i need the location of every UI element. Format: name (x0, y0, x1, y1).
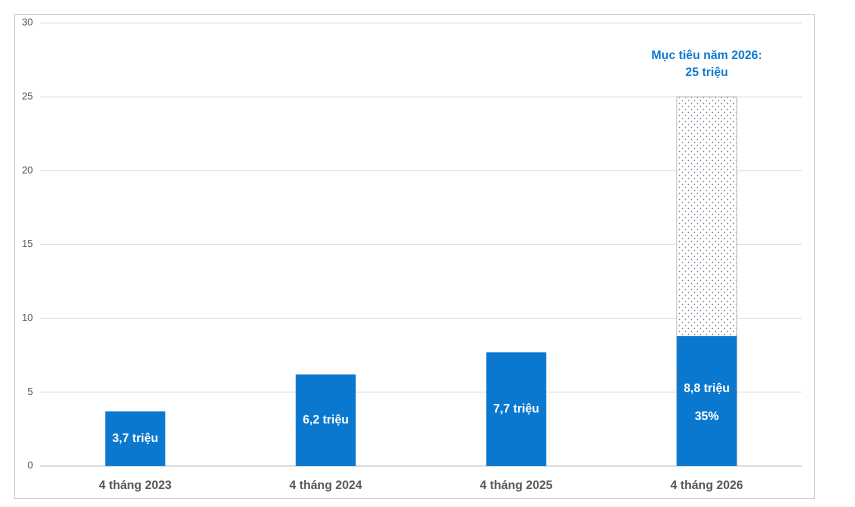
y-tick-label: 15 (22, 239, 34, 250)
target-label: Mục tiêu năm 2026: (651, 48, 762, 62)
bar (295, 374, 356, 466)
x-tick-label: 4 tháng 2025 (480, 478, 553, 492)
bar (676, 336, 737, 466)
x-tick-label: 4 tháng 2023 (99, 478, 172, 492)
target-share-label: 35% (695, 409, 719, 423)
value-label: 8,8 triệu (684, 381, 730, 395)
value-label: 6,2 triệu (303, 412, 349, 426)
target-label: 25 triệu (685, 65, 728, 79)
x-tick-label: 4 tháng 2026 (670, 478, 743, 492)
y-tick-label: 30 (22, 18, 34, 29)
x-tick-label: 4 tháng 2024 (289, 478, 362, 492)
bar (105, 411, 166, 466)
y-tick-label: 5 (27, 387, 33, 398)
y-tick-label: 0 (27, 461, 33, 472)
y-tick-label: 20 (22, 165, 34, 176)
y-tick-label: 25 (22, 91, 34, 102)
y-tick-label: 10 (22, 313, 34, 324)
chart-frame (14, 14, 815, 499)
value-label: 3,7 triệu (112, 431, 158, 445)
value-label: 7,7 triệu (493, 401, 539, 415)
bar (486, 352, 547, 466)
